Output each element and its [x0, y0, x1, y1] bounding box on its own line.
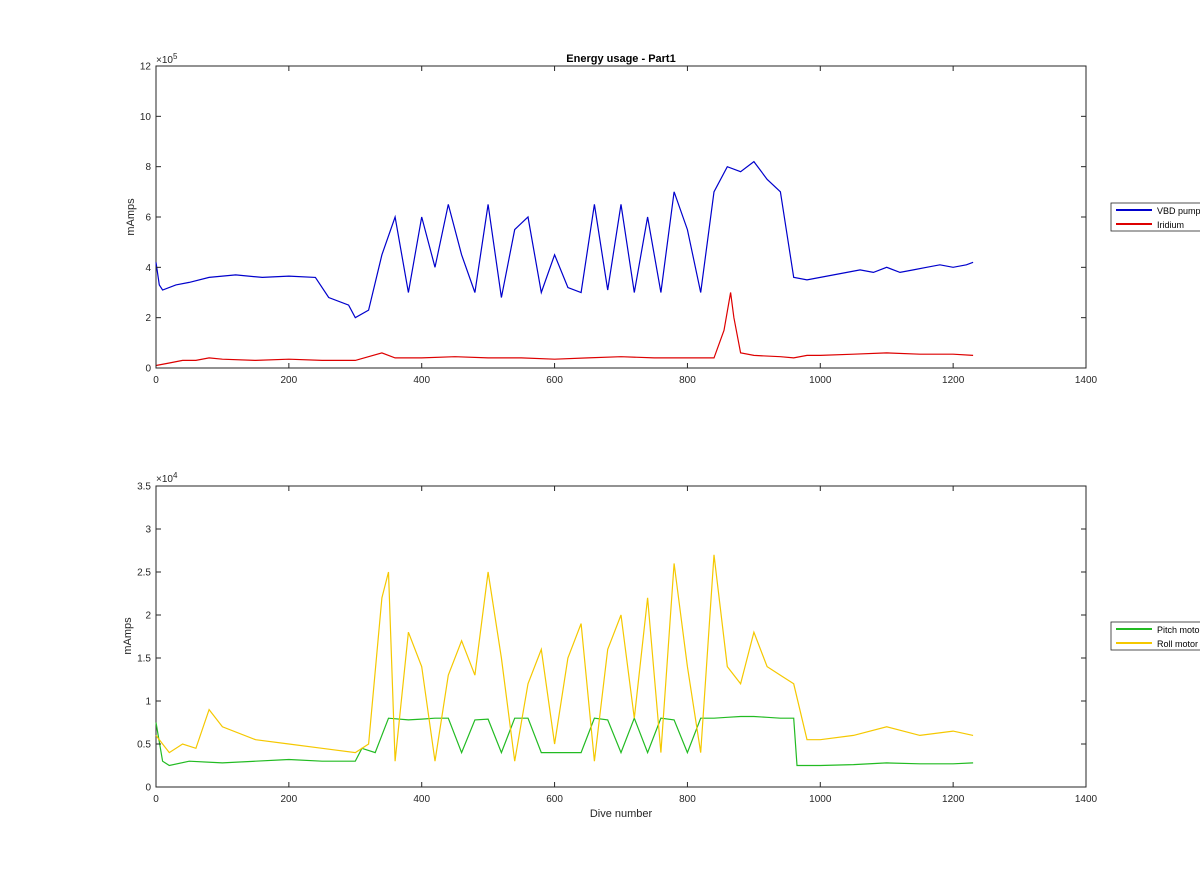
- top-y-tick-label: 12: [140, 62, 152, 73]
- bottom-x-axis-label: Dive number: [590, 808, 653, 820]
- top-chart-title: Energy usage - Part1: [566, 53, 675, 65]
- bottom-x-tick-label: 400: [413, 794, 430, 805]
- top-y-tick-label: 4: [145, 263, 151, 274]
- top-x-tick-label: 600: [546, 375, 563, 386]
- bottom-x-tick-label: 600: [546, 794, 563, 805]
- top-axes: Energy usage - Part1 mAmps ×105 0 200 400 6…: [125, 52, 1098, 386]
- bottom-y-tick-label: 3: [145, 525, 151, 536]
- bottom-axes: Dive number mAmps ×104 0 200 400 600 800 1000…: [122, 471, 1098, 820]
- bottom-y-tick-label: 3.5: [137, 482, 151, 493]
- top-x-tick-label: 200: [281, 375, 298, 386]
- bottom-y-axis-label: mAmps: [122, 617, 134, 655]
- top-y-tick-label: 2: [145, 313, 151, 324]
- top-y-exponent: ×105: [156, 52, 178, 66]
- top-legend-label-0: VBD pump: [1157, 206, 1200, 216]
- top-y-tick-label: 8: [145, 162, 151, 173]
- top-x-tick-label: 0: [153, 375, 159, 386]
- bottom-y-tick-label: 1.5: [137, 654, 151, 665]
- bottom-x-tick-label: 1000: [809, 794, 832, 805]
- top-series-layer: [155, 160, 974, 367]
- bottom-y-tick-label: 2: [145, 611, 151, 622]
- top-series-line-vbd-pump: [155, 160, 974, 319]
- bottom-x-tick-label: 0: [153, 794, 159, 805]
- top-ticks-layer: 0 200 400 600 800 1000 1200 1400 0 2 4 6 8 10 12: [140, 62, 1098, 387]
- bottom-legend-label-0: Pitch motor: [1157, 625, 1200, 635]
- top-x-tick-label: 1200: [942, 375, 965, 386]
- top-legend: VBD pump Iridium: [1110, 202, 1200, 232]
- bottom-ticks-layer: 0 200 400 600 800 1000 1200 1400 0 0.5 1 1.5 2 2.5 3 3.…: [137, 482, 1097, 806]
- bottom-x-tick-label: 200: [281, 794, 298, 805]
- bottom-y-tick-label: 2.5: [137, 568, 151, 579]
- bottom-legend-box: [1110, 621, 1200, 651]
- bottom-series-layer: [155, 554, 974, 767]
- bottom-series-line-roll-motor: [155, 554, 974, 762]
- top-axes-frame: [155, 65, 1087, 369]
- top-y-tick-label: 10: [140, 112, 152, 123]
- top-legend-label-1: Iridium: [1157, 220, 1184, 230]
- top-y-axis-label: mAmps: [125, 198, 137, 236]
- bottom-x-tick-label: 1400: [1075, 794, 1098, 805]
- top-y-exponent-power: 5: [173, 52, 178, 61]
- bottom-y-tick-label: 0.5: [137, 740, 151, 751]
- bottom-x-tick-label: 1200: [942, 794, 965, 805]
- bottom-legend-label-1: Roll motor: [1157, 639, 1198, 649]
- bottom-y-exponent-base: ×10: [156, 474, 173, 485]
- top-x-tick-label: 1400: [1075, 375, 1098, 386]
- bottom-legend: Pitch motor Roll motor: [1110, 621, 1200, 651]
- top-y-exponent-base: ×10: [156, 55, 173, 66]
- bottom-series-line-pitch-motor: [155, 715, 974, 767]
- top-y-tick-label: 0: [145, 364, 151, 375]
- top-legend-box: [1110, 202, 1200, 232]
- bottom-y-tick-label: 0: [145, 783, 151, 794]
- bottom-y-tick-label: 1: [145, 697, 151, 708]
- bottom-y-exponent-power: 4: [173, 471, 178, 480]
- bottom-axes-frame: [155, 485, 1087, 788]
- bottom-y-exponent: ×104: [156, 471, 178, 485]
- top-x-tick-label: 400: [413, 375, 430, 386]
- top-y-tick-label: 6: [145, 213, 151, 224]
- top-series-line-iridium: [155, 292, 974, 367]
- top-x-tick-label: 1000: [809, 375, 832, 386]
- top-x-tick-label: 800: [679, 375, 696, 386]
- bottom-x-tick-label: 800: [679, 794, 696, 805]
